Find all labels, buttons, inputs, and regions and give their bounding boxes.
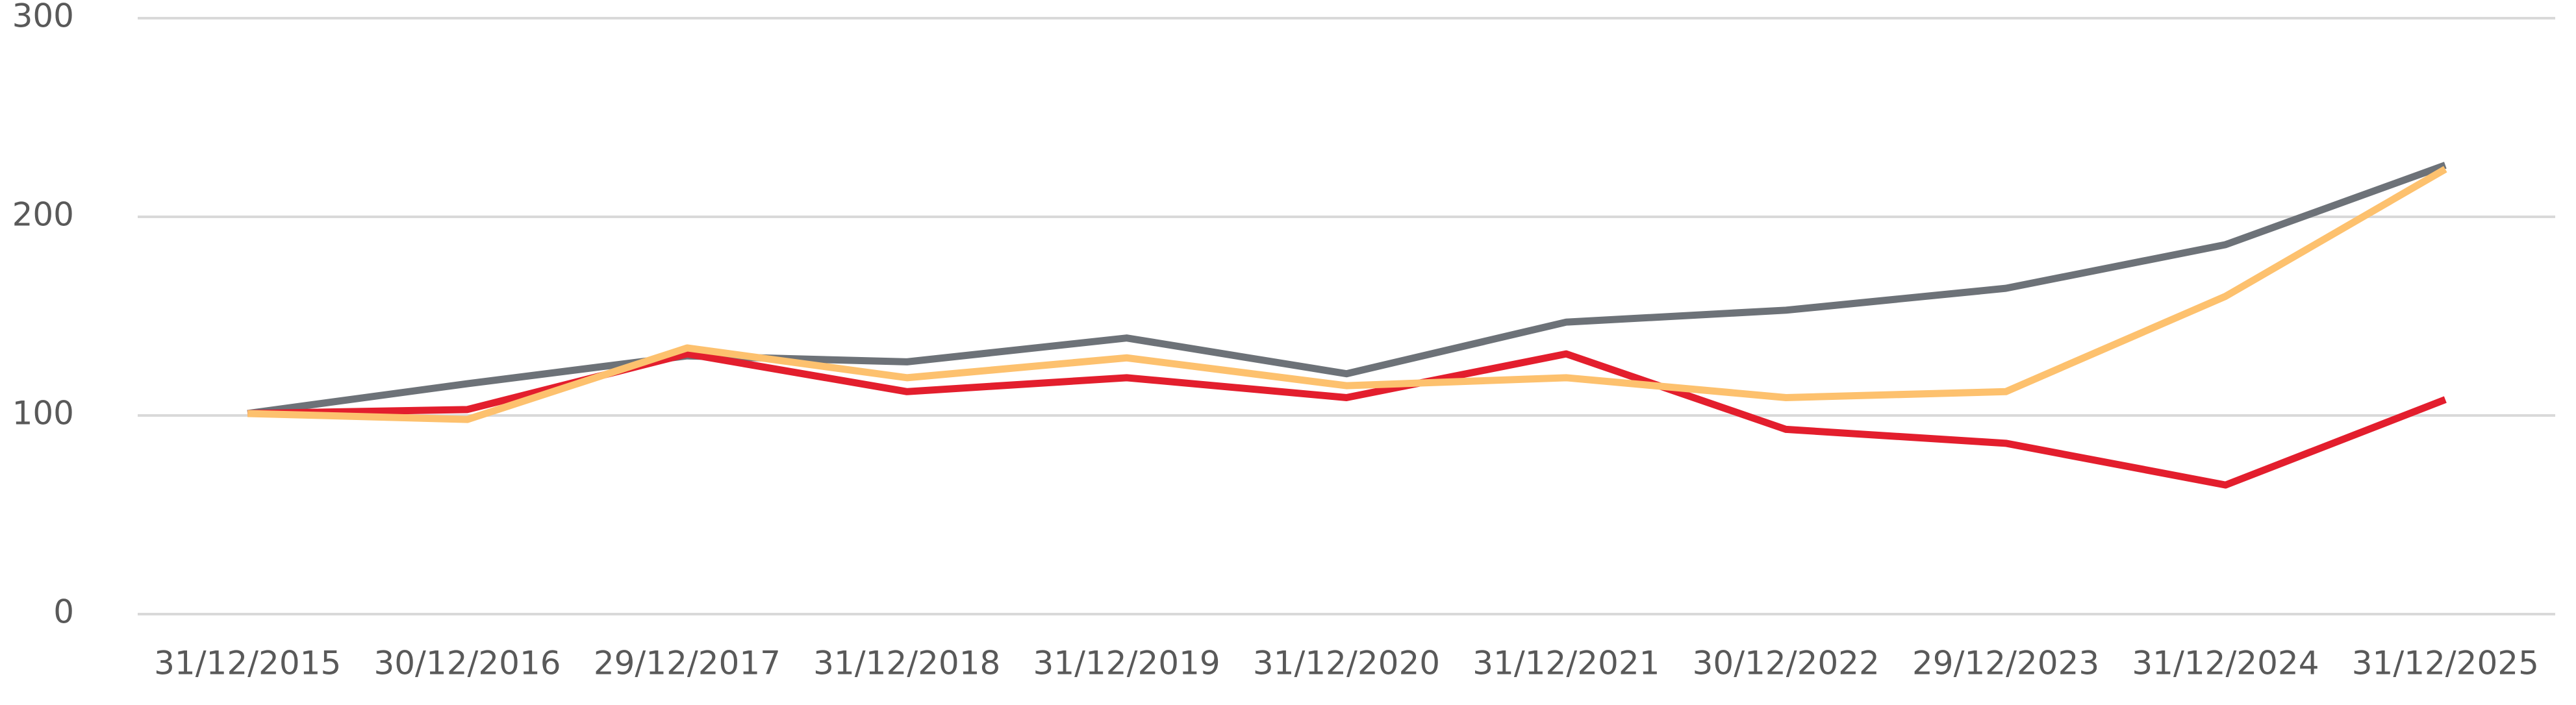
- series-line: [247, 162, 2447, 417]
- y-tick-label: 100: [12, 395, 74, 432]
- x-tick-label: 31/12/2015: [154, 645, 341, 682]
- series-line: [247, 166, 2447, 423]
- x-tick-label: 31/12/2018: [813, 645, 1000, 682]
- y-tick-label: 0: [53, 593, 74, 631]
- x-tick-label: 31/12/2021: [1472, 645, 1660, 682]
- x-tick-label: 31/12/2019: [1033, 645, 1220, 682]
- x-tick-label: 31/12/2020: [1253, 645, 1440, 682]
- y-tick-label: 300: [12, 0, 74, 35]
- x-tick-label: 30/12/2022: [1693, 645, 1880, 682]
- y-tick-label: 200: [12, 196, 74, 234]
- x-tick-label: 31/12/2024: [2132, 645, 2319, 682]
- x-tick-label: 30/12/2016: [373, 645, 561, 682]
- x-tick-label: 31/12/2025: [2352, 645, 2539, 682]
- x-tick-label: 29/12/2023: [1912, 645, 2099, 682]
- x-tick-label: 29/12/2017: [594, 645, 781, 682]
